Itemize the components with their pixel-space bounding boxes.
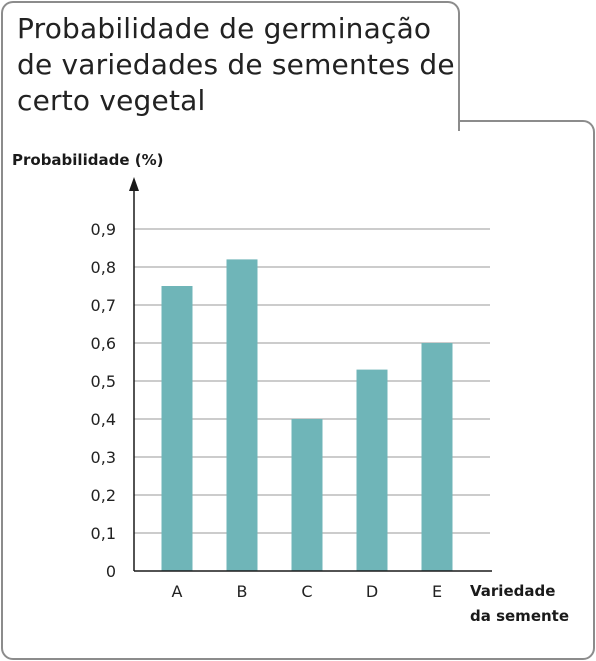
x-axis-title-line1: Variedade	[470, 582, 555, 600]
y-tick-label: 0,2	[91, 486, 116, 505]
y-tick-label: 0,7	[91, 296, 116, 315]
y-tick-labels: 0 0,1 0,2 0,3 0,4 0,5 0,6 0,7 0,8 0,9	[91, 220, 116, 581]
x-tick-labels: A B C D E	[172, 582, 443, 601]
y-tick-label: 0,3	[91, 448, 116, 467]
y-tick-label: 0,6	[91, 334, 116, 353]
panel-join	[3, 118, 458, 124]
x-tick-label: E	[432, 582, 442, 601]
bars	[161, 259, 453, 571]
y-axis-title: Probabilidade (%)	[12, 151, 163, 169]
x-tick-label: D	[366, 582, 378, 601]
y-tick-label: 0	[106, 562, 116, 581]
bar-c	[291, 419, 323, 571]
bar-a	[161, 286, 193, 571]
axes	[129, 177, 492, 572]
x-tick-label: B	[237, 582, 248, 601]
x-tick-label: C	[301, 582, 312, 601]
y-tick-label: 0,5	[91, 372, 116, 391]
bar-d	[356, 369, 388, 571]
chart-title: Probabilidade de germinação de variedade…	[17, 12, 455, 117]
x-axis-title-line2: da semente	[470, 607, 569, 625]
title-tab: Probabilidade de germinação de variedade…	[1, 1, 460, 131]
bar-e	[421, 343, 453, 571]
y-axis-arrow	[129, 177, 139, 191]
x-tick-label: A	[172, 582, 183, 601]
bar-b	[226, 259, 258, 571]
y-tick-label: 0,4	[91, 410, 116, 429]
y-tick-label: 0,1	[91, 524, 116, 543]
y-tick-label: 0,9	[91, 220, 116, 239]
y-tick-label: 0,8	[91, 258, 116, 277]
